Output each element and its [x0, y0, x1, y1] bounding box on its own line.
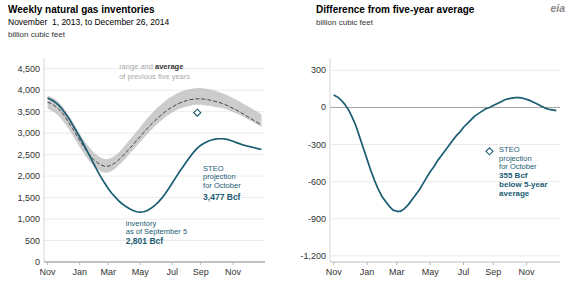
- annotation-line: for October: [203, 181, 241, 190]
- x-tick: [108, 262, 109, 265]
- grid-line: [44, 262, 265, 263]
- chart-canvas: Weekly natural gas inventories November 1…: [0, 0, 573, 287]
- inventory-note: inventoryas of September 5: [126, 219, 187, 236]
- y-axis-label: billion cubic feet: [316, 18, 374, 27]
- annotation-part: range and: [119, 62, 155, 71]
- average-line: [48, 99, 262, 166]
- y-tick-label: 4,000: [17, 85, 40, 95]
- y-tick-label: 1,000: [17, 214, 40, 224]
- x-tick: [430, 262, 431, 265]
- annotation-line: as of September 5: [126, 227, 187, 236]
- x-tick-label: Sep: [193, 267, 209, 277]
- y-tick-label: 3,500: [17, 107, 40, 117]
- annotation-line: 2,801 Bcf: [126, 236, 163, 246]
- x-tick-label: Sep: [485, 267, 501, 277]
- steo-value: 355 Bcfbelow 5-yearaverage: [499, 171, 547, 198]
- y-tick-label: 0: [35, 257, 40, 267]
- projection-marker: [194, 109, 201, 116]
- grid-line: [330, 107, 560, 108]
- annotation-part: average: [155, 62, 183, 71]
- y-tick-label: 2,000: [17, 171, 40, 181]
- y-tick-label: 1,500: [17, 193, 40, 203]
- x-tick-label: May: [132, 267, 150, 277]
- grid-line: [44, 154, 265, 155]
- x-tick-label: Jul: [167, 267, 179, 277]
- x-tick-label: Jan: [360, 267, 375, 277]
- x-tick: [232, 262, 233, 265]
- x-tick: [172, 262, 173, 265]
- annotation-line: 355 Bcf: [499, 171, 528, 180]
- x-tick: [367, 262, 368, 265]
- x-tick-label: Mar: [389, 267, 405, 277]
- steo-note: STEOprojectionfor October: [203, 164, 241, 190]
- y-tick-label: 500: [25, 236, 40, 246]
- x-tick-label: Nov: [519, 267, 536, 277]
- y-tick-label: -1,200: [300, 251, 326, 261]
- x-tick: [463, 262, 464, 265]
- range-area: [48, 88, 262, 173]
- x-tick: [493, 262, 494, 265]
- steo-note: STEOprojectionfor October: [499, 145, 537, 171]
- y-tick-label: 0: [321, 102, 326, 112]
- grid-line: [330, 70, 560, 71]
- y-axis-line: [330, 58, 331, 262]
- annotation-line: 3,477 Bcf: [203, 192, 240, 202]
- grid-line: [330, 218, 560, 219]
- annotation-line: eia: [550, 2, 565, 14]
- grid-line: [330, 144, 560, 145]
- x-tick-label: Jan: [72, 267, 87, 277]
- x-tick-label: Nov: [225, 267, 242, 277]
- x-tick: [333, 262, 334, 265]
- annotation-line: average: [499, 189, 530, 198]
- y-tick-label: 4,500: [17, 64, 40, 74]
- plot-area: [48, 88, 262, 212]
- annotation-line: below 5-year: [499, 180, 547, 189]
- y-tick-label: 2,500: [17, 150, 40, 160]
- x-tick: [47, 262, 48, 265]
- x-tick-label: Nov: [40, 267, 57, 277]
- title: Difference from five-year average: [316, 4, 475, 15]
- projection-marker: [486, 148, 493, 155]
- x-tick: [200, 262, 201, 265]
- x-tick-label: Jul: [458, 267, 470, 277]
- y-tick-label: 300: [311, 65, 326, 75]
- x-tick: [79, 262, 80, 265]
- x-tick-label: Mar: [100, 267, 116, 277]
- subtitle: November 1, 2013, to December 26, 2014: [8, 17, 169, 27]
- x-tick: [396, 262, 397, 265]
- logo: eia: [550, 2, 565, 14]
- y-axis-line: [44, 58, 45, 262]
- panel: Weekly natural gas inventories November 1…: [8, 4, 265, 277]
- y-tick-label: -900: [308, 214, 326, 224]
- annotation-line: of previous five years: [119, 72, 190, 81]
- grid-line: [330, 255, 560, 256]
- panel: Difference from five-year average billion…: [300, 2, 565, 277]
- grid-line: [44, 90, 265, 91]
- x-tick-label: Nov: [326, 267, 343, 277]
- annotation-line: for October: [499, 162, 537, 171]
- y-tick-label: -300: [308, 140, 326, 150]
- steo-value: 3,477 Bcf: [203, 192, 240, 202]
- y-tick-label: 3,000: [17, 128, 40, 138]
- data-line: [48, 98, 262, 212]
- range-note: range and average: [119, 62, 183, 71]
- plot-area: [334, 95, 557, 211]
- y-axis-label: billion cubic feet: [8, 30, 66, 39]
- range-note: of previous five years: [119, 72, 190, 81]
- title: Weekly natural gas inventories: [8, 4, 155, 15]
- x-tick: [526, 262, 527, 265]
- y-tick-label: -600: [308, 177, 326, 187]
- x-tick-label: May: [422, 267, 440, 277]
- inventory-value: 2,801 Bcf: [126, 236, 163, 246]
- x-tick: [140, 262, 141, 265]
- x-axis-line: [44, 262, 265, 263]
- x-axis-line: [330, 262, 560, 263]
- data-line: [334, 95, 557, 211]
